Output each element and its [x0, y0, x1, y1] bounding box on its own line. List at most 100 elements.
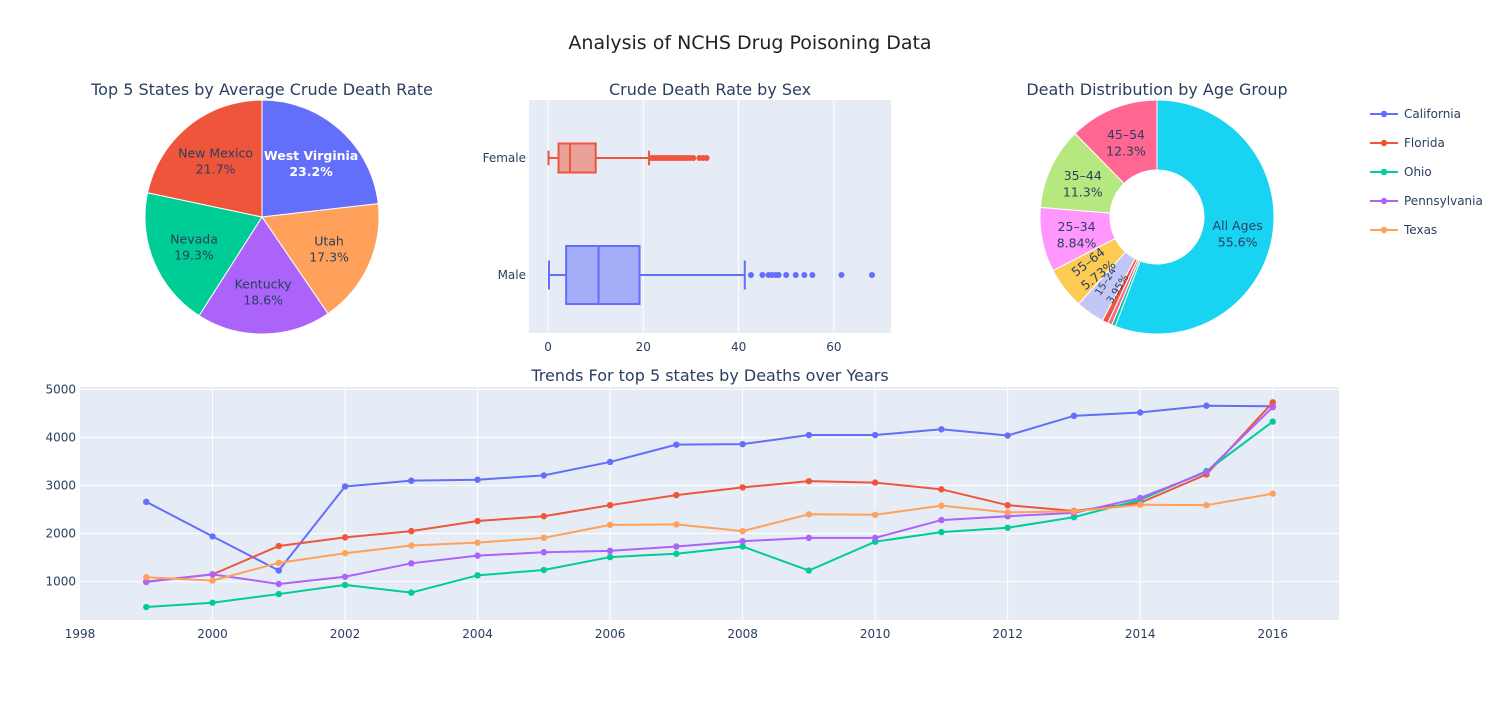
line-point[interactable]	[408, 477, 415, 484]
line-point[interactable]	[275, 580, 282, 588]
donut-slice-45–54[interactable]	[1074, 99, 1158, 185]
line-point[interactable]	[606, 458, 614, 466]
line-point[interactable]	[871, 534, 879, 542]
line-point[interactable]	[143, 498, 150, 506]
line-point[interactable]	[540, 566, 548, 574]
line-point[interactable]	[673, 550, 680, 557]
pie-slice-kentucky[interactable]	[198, 216, 329, 335]
line-point[interactable]	[474, 572, 481, 579]
line-point[interactable]	[540, 472, 548, 479]
line-point[interactable]	[1203, 402, 1210, 409]
line-point[interactable]	[474, 552, 481, 559]
legend-item-florida[interactable]: Florida	[1370, 136, 1445, 150]
line-point[interactable]	[275, 559, 282, 567]
line-point[interactable]	[606, 553, 614, 561]
line-point[interactable]	[1070, 508, 1078, 515]
line-point[interactable]	[474, 539, 481, 546]
line-point[interactable]	[1137, 501, 1144, 508]
line-point[interactable]	[673, 441, 680, 448]
line-point[interactable]	[540, 513, 548, 520]
line-point[interactable]	[871, 511, 879, 518]
legend-item-california[interactable]: California	[1370, 107, 1461, 121]
donut-slice-All Ages[interactable]	[1114, 99, 1275, 335]
line-point[interactable]	[143, 574, 150, 581]
line-point[interactable]	[805, 431, 813, 439]
pie-slice-new-mexico[interactable]	[146, 99, 263, 218]
line-point[interactable]	[275, 542, 282, 550]
line-point[interactable]	[606, 547, 614, 555]
line-point[interactable]	[1269, 490, 1276, 497]
line-point[interactable]	[540, 549, 548, 556]
line-point[interactable]	[341, 483, 349, 490]
line-series-texas[interactable]	[146, 492, 1273, 582]
line-point[interactable]	[474, 476, 481, 483]
line-point[interactable]	[408, 527, 415, 535]
line-point[interactable]	[341, 573, 349, 580]
box-outlier[interactable]	[783, 272, 790, 278]
line-point[interactable]	[805, 511, 813, 518]
line-point[interactable]	[606, 501, 614, 509]
donut-age[interactable]: All Ages55.6%15–243.95%55–645.73%25–348.…	[1039, 99, 1275, 335]
box-male[interactable]	[565, 245, 641, 305]
box-female[interactable]	[557, 142, 597, 174]
line-point[interactable]	[275, 590, 282, 598]
line-point[interactable]	[606, 521, 614, 529]
line-point[interactable]	[938, 426, 945, 433]
line-point[interactable]	[1004, 432, 1011, 439]
line-point[interactable]	[871, 479, 879, 486]
box-outlier[interactable]	[792, 272, 799, 278]
line-point[interactable]	[871, 431, 879, 439]
line-point[interactable]	[1137, 494, 1144, 502]
line-point[interactable]	[739, 440, 746, 448]
box-outlier[interactable]	[759, 272, 766, 278]
legend-item-pennsylvania[interactable]: Pennsylvania	[1370, 194, 1483, 208]
line-point[interactable]	[1004, 524, 1011, 531]
line-point[interactable]	[739, 538, 746, 545]
line-point[interactable]	[1269, 418, 1276, 425]
box-outlier[interactable]	[703, 155, 710, 161]
line-point[interactable]	[143, 578, 150, 586]
box-outlier[interactable]	[775, 272, 782, 278]
line-point[interactable]	[209, 571, 216, 578]
line-series-ohio[interactable]	[146, 420, 1274, 609]
line-point[interactable]	[341, 581, 349, 589]
line-point[interactable]	[805, 534, 813, 542]
line-point[interactable]	[673, 491, 680, 499]
line-point[interactable]	[673, 521, 680, 528]
line-point[interactable]	[408, 542, 415, 549]
line-point[interactable]	[1269, 399, 1276, 406]
pie-slice-west-virginia[interactable]	[261, 99, 379, 218]
box-outlier[interactable]	[690, 155, 697, 161]
line-series-california[interactable]	[145, 404, 1273, 572]
line-point[interactable]	[938, 516, 945, 524]
line-point[interactable]	[209, 577, 216, 584]
line-point[interactable]	[1004, 509, 1011, 516]
line-point[interactable]	[1203, 468, 1210, 476]
line-point[interactable]	[739, 527, 746, 535]
line-point[interactable]	[1269, 403, 1276, 411]
line-point[interactable]	[209, 533, 216, 540]
line-point[interactable]	[474, 517, 481, 525]
line-point[interactable]	[1004, 501, 1011, 509]
line-point[interactable]	[1137, 409, 1144, 416]
legend-item-ohio[interactable]: Ohio	[1370, 165, 1432, 179]
box-outlier[interactable]	[868, 272, 875, 278]
line-point[interactable]	[275, 567, 282, 574]
line-point[interactable]	[143, 603, 150, 611]
box-outlier[interactable]	[747, 272, 754, 278]
line-point[interactable]	[1070, 412, 1078, 420]
line-point[interactable]	[209, 599, 216, 606]
line-point[interactable]	[938, 528, 945, 536]
line-point[interactable]	[408, 560, 415, 567]
line-plot-area[interactable]	[80, 387, 1339, 620]
line-point[interactable]	[739, 543, 746, 550]
line-point[interactable]	[805, 567, 813, 574]
line-point[interactable]	[938, 502, 945, 509]
box-outlier[interactable]	[809, 272, 816, 278]
box-outlier[interactable]	[838, 272, 845, 278]
box-outlier[interactable]	[801, 272, 808, 278]
pie-slice-nevada[interactable]	[144, 192, 263, 317]
line-point[interactable]	[341, 550, 349, 557]
line-point[interactable]	[805, 477, 813, 485]
